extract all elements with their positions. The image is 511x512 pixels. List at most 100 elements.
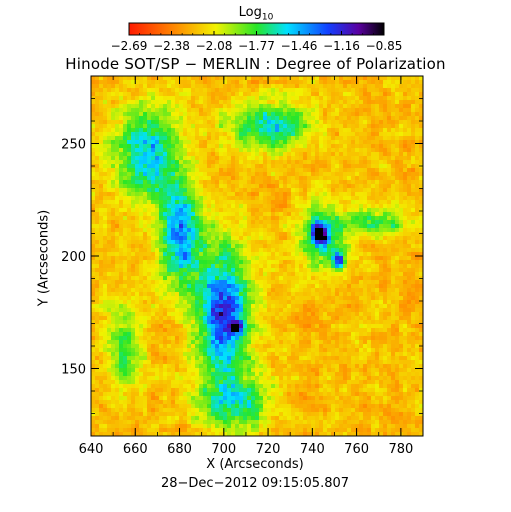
heatmap-cell (295, 240, 300, 245)
heatmap-cell (367, 260, 372, 265)
heatmap-cell (107, 160, 112, 165)
heatmap-cell (295, 228, 300, 233)
heatmap-cell (239, 92, 244, 97)
heatmap-cell (347, 168, 352, 173)
heatmap-cell (407, 244, 412, 249)
heatmap-cell (207, 204, 212, 209)
heatmap-cell (207, 304, 212, 309)
heatmap-cell (307, 276, 312, 281)
heatmap-cell (251, 156, 256, 161)
heatmap-cell (139, 300, 144, 305)
heatmap-cell (415, 236, 420, 241)
heatmap-cell (247, 108, 252, 113)
heatmap-cell (383, 280, 388, 285)
heatmap-cell (235, 76, 240, 81)
heatmap-cell (119, 80, 124, 85)
heatmap-cell (119, 292, 124, 297)
heatmap-cell (247, 188, 252, 193)
heatmap-cell (395, 140, 400, 145)
heatmap-cell (191, 196, 196, 201)
heatmap-cell (387, 216, 392, 221)
heatmap-cell (243, 308, 248, 313)
heatmap-cell (327, 304, 332, 309)
heatmap-cell (95, 148, 100, 153)
heatmap-cell (123, 192, 128, 197)
heatmap-cell (355, 244, 360, 249)
heatmap-cell (199, 84, 204, 89)
heatmap-cell (119, 312, 124, 317)
heatmap-cell (303, 292, 308, 297)
heatmap-cell (211, 224, 216, 229)
heatmap-cell (339, 116, 344, 121)
heatmap-cell (323, 208, 328, 213)
heatmap-cell (155, 256, 160, 261)
heatmap-cell (151, 80, 156, 85)
heatmap-cell (243, 284, 248, 289)
heatmap-cell (311, 172, 316, 177)
heatmap-cell (287, 188, 292, 193)
heatmap-cell (367, 204, 372, 209)
heatmap-cell (387, 176, 392, 181)
heatmap-cell (191, 180, 196, 185)
heatmap-cell (227, 76, 232, 81)
heatmap-cell (243, 120, 248, 125)
heatmap-cell (351, 148, 356, 153)
heatmap-cell (383, 140, 388, 145)
heatmap-cell (399, 120, 404, 125)
heatmap-cell (355, 188, 360, 193)
heatmap-cell (267, 204, 272, 209)
heatmap-cell (191, 236, 196, 241)
heatmap-cell (207, 240, 212, 245)
heatmap-cell (411, 132, 416, 137)
heatmap-cell (375, 144, 380, 149)
heatmap-cell (271, 284, 276, 289)
heatmap-cell (307, 132, 312, 137)
heatmap-cell (99, 212, 104, 217)
heatmap-cell (395, 240, 400, 245)
heatmap-cell (399, 164, 404, 169)
heatmap-cell (167, 120, 172, 125)
heatmap-cell (267, 212, 272, 217)
heatmap-cell (335, 164, 340, 169)
heatmap-cell (199, 164, 204, 169)
heatmap-cell (395, 252, 400, 257)
heatmap-cell (419, 264, 423, 269)
heatmap-cell (139, 156, 144, 161)
heatmap-cell (283, 184, 288, 189)
heatmap-cell (359, 280, 364, 285)
heatmap-cell (159, 180, 164, 185)
heatmap-cell (211, 112, 216, 117)
heatmap-cell (191, 136, 196, 141)
heatmap-cell (107, 132, 112, 137)
heatmap-cell (347, 124, 352, 129)
heatmap-cell (91, 168, 96, 173)
heatmap-cell (267, 136, 272, 141)
heatmap-cell (419, 180, 423, 185)
heatmap-cell (419, 112, 423, 117)
heatmap-cell (163, 172, 168, 177)
heatmap-cell (147, 104, 152, 109)
heatmap-cell (147, 208, 152, 213)
heatmap-cell (127, 232, 132, 237)
heatmap-cell (215, 228, 220, 233)
heatmap-cell (303, 84, 308, 89)
heatmap-cell (151, 308, 156, 313)
heatmap-cell (403, 76, 408, 81)
heatmap-cell (175, 268, 180, 273)
heatmap-cell (295, 184, 300, 189)
heatmap-cell (323, 252, 328, 257)
heatmap-cell (407, 168, 412, 173)
heatmap-cell (395, 84, 400, 89)
heatmap-cell (91, 236, 96, 241)
heatmap-cell (231, 100, 236, 105)
heatmap-cell (327, 188, 332, 193)
heatmap-cell (407, 140, 412, 145)
heatmap-cell (343, 96, 348, 101)
heatmap-cell (299, 176, 304, 181)
heatmap-cell (291, 128, 296, 133)
heatmap-cell (211, 280, 216, 285)
heatmap-cell (251, 264, 256, 269)
heatmap-cell (195, 188, 200, 193)
heatmap-cell (383, 252, 388, 257)
heatmap-cell (347, 296, 352, 301)
